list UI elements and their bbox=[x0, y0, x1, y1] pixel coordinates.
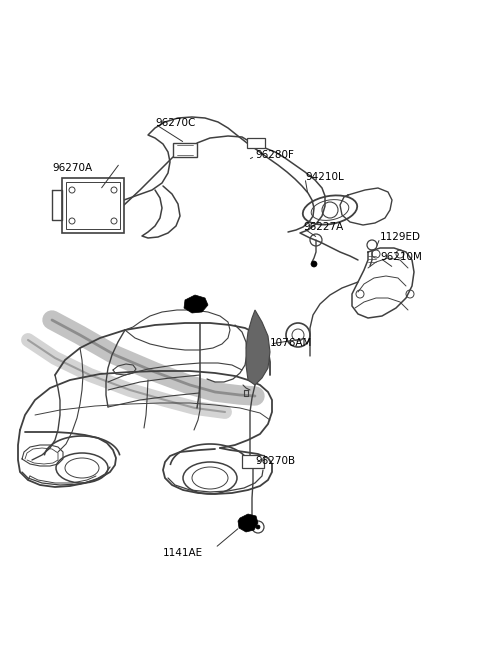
FancyBboxPatch shape bbox=[173, 143, 197, 157]
Text: 96280F: 96280F bbox=[255, 150, 294, 160]
Polygon shape bbox=[238, 514, 258, 532]
Text: 96270A: 96270A bbox=[52, 163, 92, 173]
FancyBboxPatch shape bbox=[247, 138, 265, 148]
Text: 96210M: 96210M bbox=[380, 252, 422, 262]
Text: 1076AM: 1076AM bbox=[270, 338, 312, 348]
FancyBboxPatch shape bbox=[66, 182, 120, 229]
Polygon shape bbox=[184, 295, 208, 313]
Text: 1141AE: 1141AE bbox=[163, 548, 203, 558]
Circle shape bbox=[256, 525, 260, 529]
FancyBboxPatch shape bbox=[242, 455, 264, 468]
Polygon shape bbox=[246, 310, 270, 385]
Text: 96270C: 96270C bbox=[155, 118, 195, 128]
Circle shape bbox=[311, 261, 317, 267]
Text: 96227A: 96227A bbox=[303, 222, 343, 232]
Text: 96270B: 96270B bbox=[255, 456, 295, 466]
Text: 1129ED: 1129ED bbox=[380, 232, 421, 242]
Text: 94210L: 94210L bbox=[305, 172, 344, 182]
FancyBboxPatch shape bbox=[62, 178, 124, 233]
